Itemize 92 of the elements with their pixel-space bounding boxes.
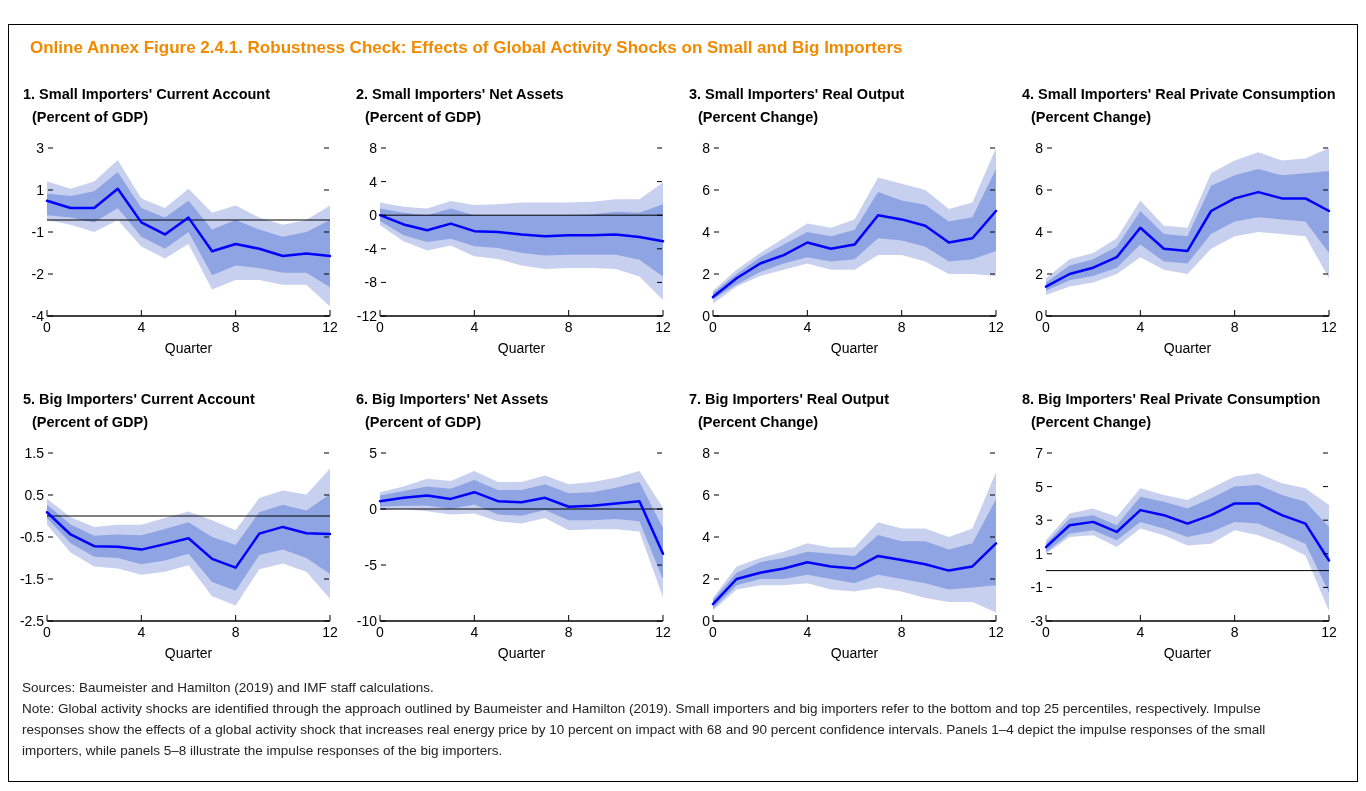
- y-tick-label: 8: [702, 444, 711, 461]
- chart-subtitle: (Percent of GDP): [365, 109, 482, 125]
- y-tick-label: -1: [31, 223, 45, 240]
- y-tick-label: -8: [364, 274, 378, 291]
- y-tick-label: 4: [702, 528, 711, 545]
- x-tick-label: 4: [1136, 319, 1145, 335]
- x-tick-label: 8: [897, 319, 906, 335]
- y-tick-label: 0: [369, 207, 378, 224]
- y-tick-label: 6: [1035, 181, 1044, 198]
- chart-subtitle: (Percent Change): [698, 109, 819, 125]
- y-tick-label: 8: [702, 139, 711, 156]
- x-tick-label: 8: [564, 319, 573, 335]
- y-tick-label: 1: [36, 181, 45, 198]
- y-tick-label: -5: [364, 556, 378, 573]
- y-tick-label: -4: [364, 240, 378, 257]
- chart-subtitle: (Percent of GDP): [32, 414, 149, 430]
- x-tick-label: 4: [470, 624, 479, 640]
- x-tick-label: 12: [322, 624, 338, 640]
- y-tick-label: -3: [1030, 612, 1044, 629]
- x-tick-label: 4: [137, 624, 146, 640]
- x-tick-label: 8: [231, 319, 240, 335]
- chart-title: 8. Big Importers' Real Private Consumption: [1022, 391, 1321, 407]
- source-note: Sources: Baumeister and Hamilton (2019) and IMF staff calculations.: [22, 680, 434, 695]
- y-tick-label: 1: [1035, 545, 1044, 562]
- chart-title: 3. Small Importers' Real Output: [689, 86, 905, 102]
- x-tick-label: 12: [1321, 624, 1337, 640]
- y-tick-label: -10: [356, 612, 378, 629]
- x-tick-label: 4: [470, 319, 479, 335]
- chart-subtitle: (Percent of GDP): [32, 109, 149, 125]
- x-tick-label: 4: [137, 319, 146, 335]
- y-tick-label: 0: [702, 612, 711, 629]
- text: Online Annex Figure 2.4.1. Robustness Check: Effects of Global Activity Shocks on Small and Big Importers: [30, 38, 903, 57]
- chart-subtitle: (Percent Change): [1031, 414, 1152, 430]
- x-axis-title: Quarter: [1163, 645, 1212, 661]
- y-tick-label: -1.5: [19, 570, 45, 587]
- x-tick-label: 12: [655, 319, 671, 335]
- y-tick-label: 2: [702, 265, 711, 282]
- y-tick-label: -2.5: [19, 612, 45, 629]
- y-tick-label: 0: [702, 307, 711, 324]
- y-tick-label: -0.5: [19, 528, 45, 545]
- y-tick-label: 1.5: [24, 444, 45, 461]
- chart-title: 6. Big Importers' Net Assets: [356, 391, 549, 407]
- y-tick-label: -2: [31, 265, 45, 282]
- chart-subtitle: (Percent of GDP): [365, 414, 482, 430]
- y-tick-label: 4: [702, 223, 711, 240]
- y-tick-label: -4: [31, 307, 45, 324]
- x-axis-title: Quarter: [497, 340, 546, 356]
- x-tick-label: 4: [803, 319, 812, 335]
- chart-title: 4. Small Importers' Real Private Consumption: [1022, 86, 1336, 102]
- y-tick-label: 0: [1035, 307, 1044, 324]
- y-tick-label: 2: [702, 570, 711, 587]
- chart-title: 7. Big Importers' Real Output: [689, 391, 890, 407]
- x-axis-title: Quarter: [1163, 340, 1212, 356]
- y-tick-label: 2: [1035, 265, 1044, 282]
- x-tick-label: 12: [988, 319, 1004, 335]
- chart-subtitle: (Percent Change): [698, 414, 819, 430]
- y-tick-label: -12: [356, 307, 378, 324]
- y-tick-label: 8: [1035, 139, 1044, 156]
- y-tick-label: 0: [369, 500, 378, 517]
- y-tick-label: 3: [36, 139, 45, 156]
- y-tick-label: 3: [1035, 512, 1044, 529]
- x-tick-label: 12: [322, 319, 338, 335]
- x-tick-label: 8: [564, 624, 573, 640]
- y-tick-label: 4: [1035, 223, 1044, 240]
- text: Note: Global activity shocks are identified through the approach outlined by Baumeister and Hamilton (2019). Small importers and big importers refer to the bottom and top 25 percentiles, respectively. Impulse responses show the effects of a global activity shock that increases real energy price by 10 percent on impact with 68 and 90 percent confidence intervals. Panels 1–4 depict the impulse responses of the small importers, while panels 5–8 illustrate the impulse responses of the big importers.: [22, 701, 1266, 758]
- chart-title: 5. Big Importers' Current Account: [23, 391, 255, 407]
- x-axis-title: Quarter: [830, 340, 879, 356]
- y-tick-label: 6: [702, 486, 711, 503]
- x-tick-label: 4: [1136, 624, 1145, 640]
- x-tick-label: 12: [988, 624, 1004, 640]
- y-tick-label: 5: [369, 444, 378, 461]
- y-tick-label: 6: [702, 181, 711, 198]
- x-tick-label: 8: [897, 624, 906, 640]
- x-tick-label: 8: [1230, 319, 1239, 335]
- x-tick-label: 4: [803, 624, 812, 640]
- x-axis-title: Quarter: [830, 645, 879, 661]
- x-tick-label: 12: [655, 624, 671, 640]
- y-tick-label: 7: [1035, 444, 1044, 461]
- y-tick-label: 5: [1035, 478, 1044, 495]
- x-tick-label: 8: [231, 624, 240, 640]
- x-axis-title: Quarter: [164, 340, 213, 356]
- y-tick-label: 8: [369, 139, 378, 156]
- y-tick-label: 0.5: [24, 486, 45, 503]
- x-tick-label: 12: [1321, 319, 1337, 335]
- chart-subtitle: (Percent Change): [1031, 109, 1152, 125]
- x-axis-title: Quarter: [497, 645, 546, 661]
- y-tick-label: 4: [369, 173, 378, 190]
- y-tick-label: -1: [1030, 579, 1044, 596]
- chart-title: 2. Small Importers' Net Assets: [356, 86, 564, 102]
- chart-title: 1. Small Importers' Current Account: [23, 86, 271, 102]
- x-axis-title: Quarter: [164, 645, 213, 661]
- x-tick-label: 8: [1230, 624, 1239, 640]
